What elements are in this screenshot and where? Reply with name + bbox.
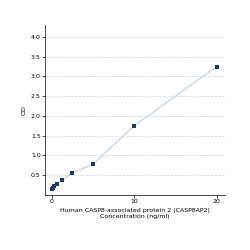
Point [132,124,136,128]
X-axis label: Human CASP8-associated protein 2 (CASP8AP2)
Concentration (ng/ml): Human CASP8-associated protein 2 (CASP8A… [60,208,210,219]
Y-axis label: OD: OD [22,105,27,115]
Point [52,184,56,188]
Point [55,182,59,186]
Point [51,186,55,190]
Point [91,162,95,166]
Point [60,178,64,182]
Point [215,64,219,68]
Point [70,171,74,175]
Point [50,187,54,191]
